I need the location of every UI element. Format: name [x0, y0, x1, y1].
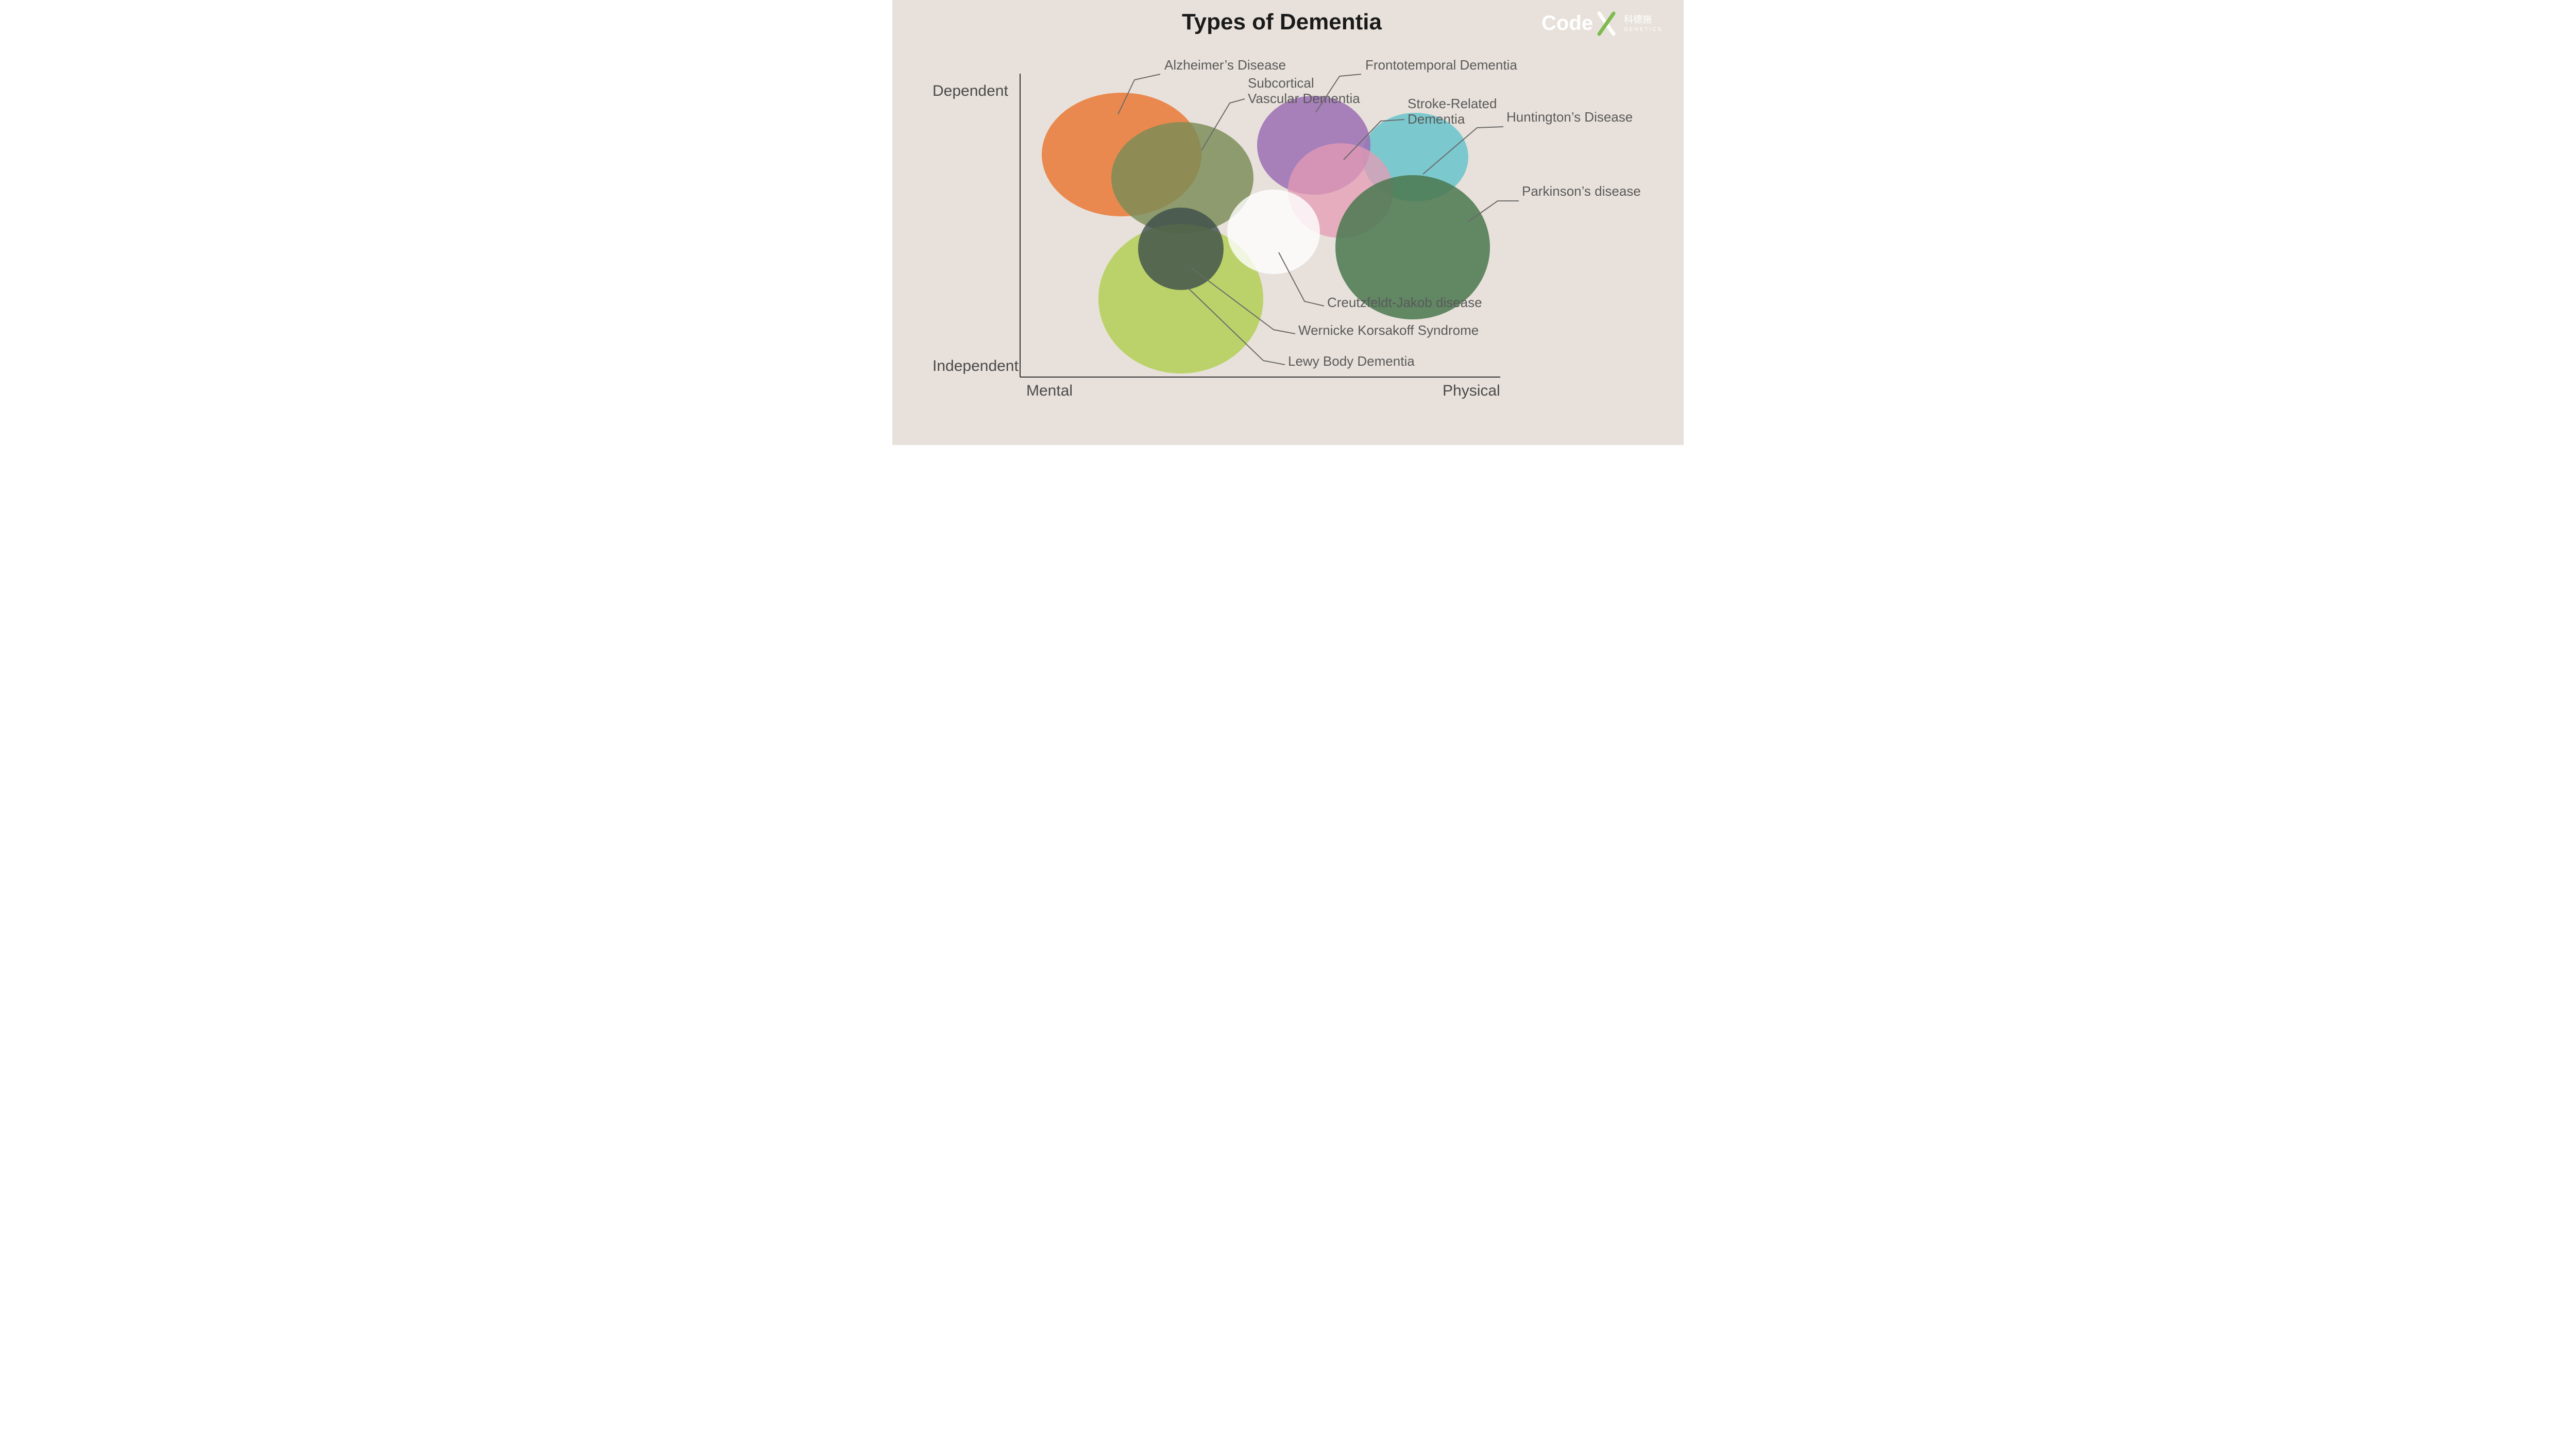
x-axis-label-left: Mental: [1026, 382, 1073, 399]
cl-lewy-label: Lewy Body Dementia: [1288, 353, 1415, 369]
logo-text-main: Code: [1541, 12, 1593, 35]
cl-parkinsons-label: Parkinson’s disease: [1522, 183, 1641, 199]
logo-text-sub: GENETICS: [1624, 27, 1663, 32]
chart-stage: Types of Dementia Code 科德施 GENETICS Mental Ph…: [892, 0, 1684, 445]
logo-ribbon-icon: [1599, 13, 1614, 34]
brand-logo: Code 科德施 GENETICS: [1541, 12, 1663, 35]
y-axis-label-bottom: Independent: [933, 357, 1019, 374]
cl-subcortical-label-line2: Vascular Dementia: [1248, 91, 1360, 106]
cl-stroke-label-line2: Dementia: [1408, 111, 1465, 127]
bubble-cjd: [1227, 190, 1320, 274]
logo-text-cjk: 科德施: [1624, 14, 1652, 25]
cl-alzheimers-label: Alzheimer’s Disease: [1164, 57, 1286, 73]
cl-subcortical-label: Subcortical: [1248, 75, 1314, 91]
cl-cjd-label: Creutzfeldt-Jakob disease: [1327, 295, 1482, 310]
y-axis-label-top: Dependent: [933, 82, 1008, 99]
cl-wernicke-label: Wernicke Korsakoff Syndrome: [1298, 322, 1479, 338]
cl-huntington-label: Huntington’s Disease: [1506, 109, 1633, 125]
bubble-wernicke: [1138, 208, 1224, 290]
cl-stroke-label: Stroke-Related: [1408, 96, 1497, 111]
chart-svg: Types of Dementia Code 科德施 GENETICS Mental Ph…: [892, 0, 1684, 445]
chart-title: Types of Dementia: [1182, 9, 1382, 35]
cl-frontotemporal-label: Frontotemporal Dementia: [1365, 57, 1517, 73]
x-axis-label-right: Physical: [1443, 382, 1500, 399]
